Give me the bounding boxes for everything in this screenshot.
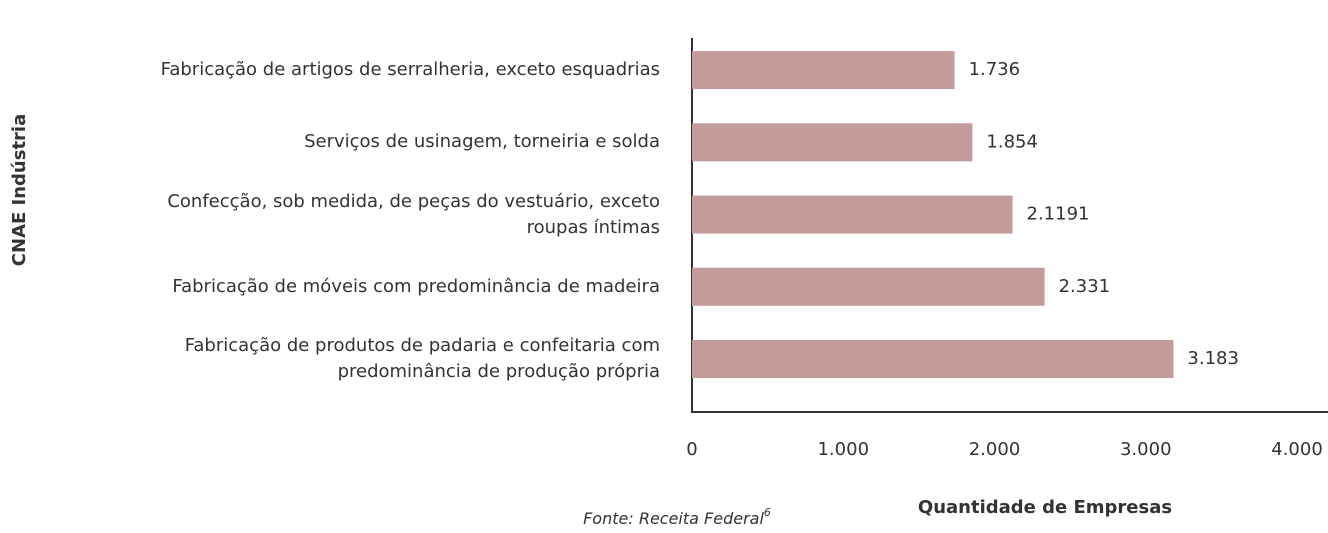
- value-label: 1.736: [969, 59, 1021, 80]
- value-label: 1.854: [986, 131, 1038, 152]
- category-label: Confecção, sob medida, de peças do vestu…: [167, 190, 660, 238]
- source: Fonte: Receita Federal6: [583, 506, 771, 528]
- x-tick-label: 0: [686, 439, 697, 460]
- x-axis-title: Quantidade de Empresas: [918, 497, 1172, 518]
- bar: [692, 195, 1013, 234]
- x-tick-label: 4.000: [1271, 439, 1323, 460]
- category-label: Fabricação de móveis com predominância d…: [172, 275, 660, 297]
- source-text: Fonte: Receita Federal: [583, 509, 764, 528]
- source-note: 6: [764, 506, 771, 519]
- value-label: 3.183: [1187, 348, 1239, 369]
- x-tick-label: 3.000: [1120, 439, 1172, 460]
- x-tick-label: 2.000: [969, 439, 1021, 460]
- category-label: Fabricação de produtos de padaria e conf…: [184, 335, 660, 382]
- bar: [692, 123, 973, 162]
- category-label: Fabricação de artigos de serralheria, ex…: [160, 59, 660, 81]
- x-tick-label: 1.000: [817, 439, 869, 460]
- y-axis-title: CNAE Indústria: [9, 114, 30, 267]
- bar: [692, 267, 1045, 306]
- value-label: 2.331: [1059, 276, 1111, 297]
- bar: [692, 340, 1174, 378]
- category-label: Serviços de usinagem, torneiria e solda: [304, 131, 660, 153]
- value-label: 2.1191: [1027, 204, 1090, 225]
- bar: [692, 51, 955, 90]
